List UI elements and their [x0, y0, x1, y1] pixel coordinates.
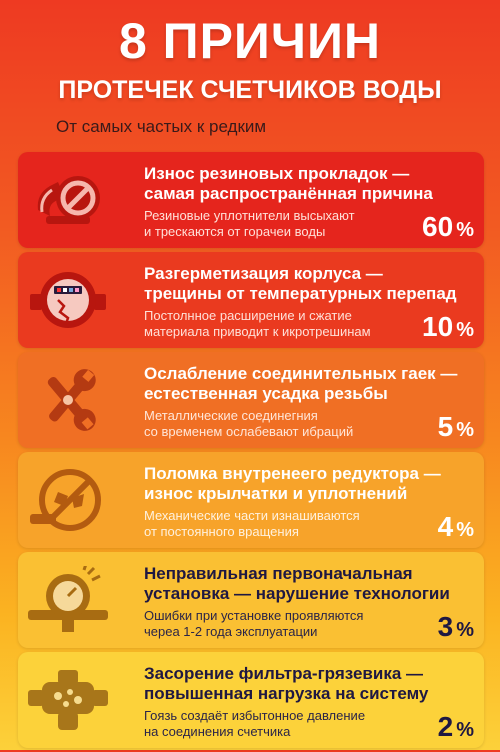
cause-heading: Поломка внутренеего редуктора — износ кр… [144, 464, 474, 504]
percentage-value: 4 [437, 511, 454, 542]
cause-percentage: 3% [438, 612, 474, 645]
cause-heading-line: трещины от температурных перепад [144, 284, 457, 303]
cause-row-gearbox: Поломка внутренеего редуктора — износ кр… [18, 452, 484, 548]
cause-percentage: 10% [422, 312, 474, 345]
cause-description-line: Резиновые уплотнители высыхают [144, 208, 355, 223]
cause-heading-line: повышенная нагрузка на систему [144, 684, 429, 703]
cause-heading: Износ резиновых прокладок — самая распро… [144, 164, 474, 204]
cause-row-housing: Разгерметизация корлуса — трещины от тем… [18, 252, 484, 348]
page-title: 8 ПРИЧИН [118, 13, 382, 69]
cause-heading-line: установка — нарушение технологии [144, 584, 450, 603]
percentage-value: 3 [437, 611, 454, 642]
crossed-wrenches-icon [28, 366, 108, 434]
broken-impeller-icon [28, 466, 108, 534]
cause-description: Металлические соединегния со временем ос… [144, 408, 394, 440]
cause-description: Механические части изнашиваются от посто… [144, 508, 394, 540]
cause-description: Резиновые уплотнители высыхают и трескаю… [144, 208, 394, 240]
cause-description-line: Гоязь создаёт избытонное давление [144, 708, 366, 723]
percentage-value: 60 [422, 211, 454, 242]
cause-heading-line: Неправильная первоначальная [144, 564, 413, 583]
cause-row-nuts: Ослабление соединительных гаек — естеств… [18, 352, 484, 448]
percentage-unit: % [456, 619, 474, 641]
cause-percentage: 2% [438, 712, 474, 745]
percentage-unit: % [456, 219, 474, 241]
cause-description-line: Ошибки при установке проявляются [144, 608, 364, 623]
cause-heading: Неправильная первоначальная установка — … [144, 564, 474, 604]
cause-percentage: 5% [438, 412, 474, 445]
ordering-note: От самых частых к редким [56, 117, 267, 136]
percentage-unit: % [456, 419, 474, 441]
cause-description-line: от постоянного вращения [144, 524, 299, 539]
cause-percentage: 60% [422, 212, 474, 245]
cause-row-filter: Засорение фильтра-грязевика — повышенная… [18, 652, 484, 748]
cause-heading: Разгерметизация корлуса — трещины от тем… [144, 264, 474, 304]
percentage-value: 10 [422, 311, 454, 342]
cause-heading-line: самая распространённая причина [144, 184, 433, 203]
cause-heading-line: Поломка внутренеего редуктора — [144, 464, 441, 483]
cause-description: Ошибки при установке проявляются череа 1… [144, 608, 394, 640]
cause-heading-line: Износ резиновых прокладок — [144, 164, 410, 183]
percentage-value: 2 [437, 711, 454, 742]
cause-heading: Ослабление соединительных гаек — естеств… [144, 364, 474, 404]
cause-description-line: на соединения счетчика [144, 724, 291, 739]
cause-heading-line: Засорение фильтра-грязевика — [144, 664, 424, 683]
cause-description-line: Механические части изнашиваются [144, 508, 360, 523]
cause-description-line: материала приводит к икротрешинам [144, 324, 371, 339]
rubber-gasket-prohibited-icon [28, 166, 108, 234]
cause-heading-line: Ослабление соединительных гаек — [144, 364, 458, 383]
percentage-unit: % [456, 319, 474, 341]
cause-description-line: череа 1-2 года эксплуатации [144, 624, 318, 639]
percentage-unit: % [456, 719, 474, 741]
causes-list: Износ резиновых прокладок — самая распро… [18, 152, 484, 752]
cause-heading-line: естественная усадка резьбы [144, 384, 388, 403]
percentage-value: 5 [437, 411, 454, 442]
faulty-installation-meter-icon [28, 566, 108, 634]
cause-description: Гоязь создаёт избытонное давление на сое… [144, 708, 394, 740]
cracked-water-meter-icon [28, 266, 108, 334]
cause-heading-line: Разгерметизация корлуса — [144, 264, 383, 283]
cause-description: Постолнное расширение и сжатие материала… [144, 308, 394, 340]
cause-percentage: 4% [438, 512, 474, 545]
clogged-filter-icon [28, 666, 108, 734]
cause-heading-line: износ крылчатки и уплотнений [144, 484, 408, 503]
cause-row-gaskets: Износ резиновых прокладок — самая распро… [18, 152, 484, 248]
cause-heading: Засорение фильтра-грязевика — повышенная… [144, 664, 474, 704]
cause-description-line: со временем ослабевают ибраций [144, 424, 354, 439]
percentage-unit: % [456, 519, 474, 541]
cause-description-line: и трескаются от горачеи воды [144, 224, 326, 239]
cause-description-line: Постолнное расширение и сжатие [144, 308, 352, 323]
cause-row-installation: Неправильная первоначальная установка — … [18, 552, 484, 648]
page-subtitle: ПРОТЕЧЕК СЧЕТЧИКОВ ВОДЫ [58, 76, 442, 104]
cause-description-line: Металлические соединегния [144, 408, 318, 423]
header: 8 ПРИЧИН ПРОТЕЧЕК СЧЕТЧИКОВ ВОДЫ От самы… [0, 0, 500, 150]
